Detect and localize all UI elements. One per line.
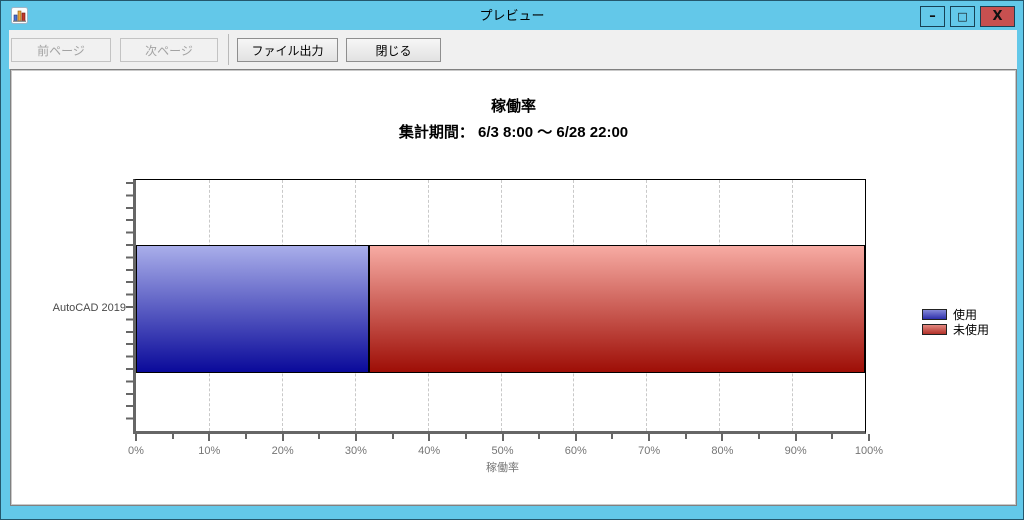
- legend-swatch: [922, 324, 947, 335]
- next-page-button[interactable]: 次ページ: [120, 38, 218, 62]
- x-minor-tick: [171, 434, 174, 439]
- x-minor-tick: [391, 434, 394, 439]
- legend-label: 未使用: [953, 323, 990, 337]
- x-major-tick: [208, 434, 211, 441]
- x-minor-tick: [684, 434, 687, 439]
- x-minor-tick: [244, 434, 247, 439]
- x-axis-title: 稼働率: [486, 462, 519, 474]
- x-major-tick: [721, 434, 724, 441]
- x-tick-label: 40%: [418, 445, 441, 457]
- legend-label: 使用: [953, 308, 978, 322]
- x-major-tick: [574, 434, 577, 441]
- x-major-tick: [428, 434, 431, 441]
- x-tick-label: 80%: [711, 445, 734, 457]
- x-major-tick: [868, 434, 870, 441]
- legend-item: 使用: [922, 307, 989, 322]
- legend: 使用 未使用: [922, 307, 989, 337]
- chart-title: 稼働率: [490, 98, 536, 115]
- window-title: プレビュー: [479, 8, 545, 23]
- x-axis-labels: 0% 10% 20% 30% 40% 50% 60% 70% 80% 90% 100%: [128, 445, 883, 458]
- stacked-bar: [136, 245, 865, 373]
- x-minor-tick: [831, 434, 834, 439]
- bar-segment: [369, 245, 865, 373]
- x-minor-tick: [611, 434, 614, 439]
- x-minor-tick: [758, 434, 761, 439]
- bar-chart-app-icon: [11, 7, 28, 24]
- x-minor-tick: [538, 434, 541, 439]
- x-major-tick: [135, 434, 137, 441]
- x-major-tick: [794, 434, 797, 441]
- x-tick-label: 60%: [564, 445, 587, 457]
- toolbar: 前ページ 次ページ ファイル出力 閉じる: [9, 30, 1017, 69]
- file-export-button[interactable]: ファイル出力: [237, 38, 338, 62]
- preview-panel: 稼働率 集計期間： 6/3 8:00 ～ 6/28 22:00 AutoCAD …: [10, 69, 1017, 506]
- x-tick-label: 0%: [128, 445, 144, 457]
- y-category-label: AutoCAD 2019: [52, 302, 126, 314]
- maximize-button[interactable]: □: [950, 6, 975, 27]
- x-tick-label: 90%: [784, 445, 807, 457]
- minimize-button[interactable]: –: [920, 6, 945, 27]
- x-major-tick: [648, 434, 651, 441]
- titlebar: プレビュー – □ X: [1, 1, 1023, 30]
- x-tick-label: 100%: [854, 445, 884, 457]
- legend-item: 未使用: [922, 322, 989, 337]
- legend-swatch: [922, 309, 947, 320]
- chart-subtitle: 集計期間： 6/3 8:00 ～ 6/28 22:00: [398, 124, 629, 141]
- x-major-tick: [501, 434, 504, 441]
- bar-segment: [136, 245, 370, 373]
- x-major-tick: [281, 434, 284, 441]
- close-dialog-button[interactable]: 閉じる: [346, 38, 441, 62]
- x-tick-label: 20%: [271, 445, 294, 457]
- x-minor-tick: [318, 434, 321, 439]
- x-major-tick: [354, 434, 357, 441]
- x-tick-label: 70%: [638, 445, 661, 457]
- toolbar-separator: [228, 34, 229, 65]
- close-button[interactable]: X: [980, 6, 1015, 27]
- x-tick-label: 50%: [491, 445, 514, 457]
- x-axis-ticks: [135, 434, 870, 442]
- x-tick-label: 10%: [198, 445, 221, 457]
- prev-page-button[interactable]: 前ページ: [11, 38, 111, 62]
- plot-area: [126, 179, 866, 434]
- y-axis-minor-ticks: [126, 182, 133, 429]
- x-tick-label: 30%: [344, 445, 367, 457]
- x-minor-tick: [464, 434, 467, 439]
- window-controls: – □ X: [920, 6, 1015, 27]
- chart-area: 稼働率 集計期間： 6/3 8:00 ～ 6/28 22:00 AutoCAD …: [12, 71, 1015, 504]
